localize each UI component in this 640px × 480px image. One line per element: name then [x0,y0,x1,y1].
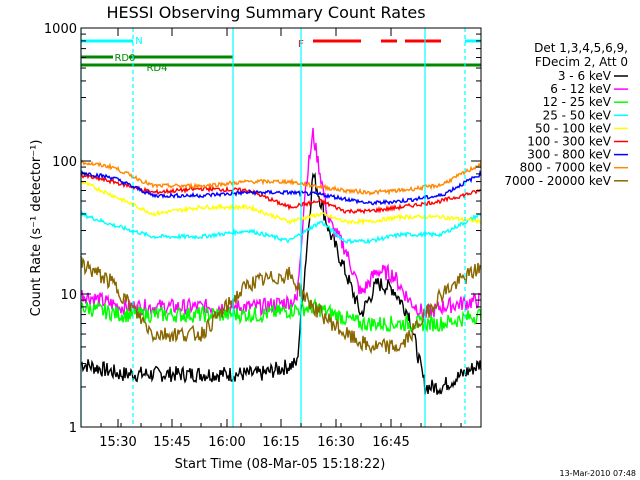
y-tick-label-2: 100 [52,155,77,170]
legend-label-7: 800 - 7000 keV [520,161,612,175]
legend-label-1: 6 - 12 keV [550,82,612,96]
series-line-8 [80,255,482,355]
legend-header-line-2: FDecim 2, Att 0 [535,55,628,69]
legend-header-line-1: Det 1,3,4,5,6,9, [534,41,628,55]
legend-label-8: 7000 - 20000 keV [504,174,611,188]
y-tick-label-1: 10 [60,288,77,303]
x-axis-ticks: 15:30 15:45 16:00 16:15 16:30 16:45 [80,28,482,450]
x-axis-label: Start Time (08-Mar-05 15:18:22) [175,457,386,472]
series-group [80,127,482,395]
generation-timestamp: 13-Mar-2010 07:48 [560,469,637,478]
legend-label-3: 25 - 50 keV [543,108,612,122]
x-tick-label-3: 16:15 [262,435,299,450]
series-line-1 [80,127,482,319]
x-tick-label-0: 15:30 [99,435,136,450]
series-line-7 [80,159,482,196]
flag-bars: NFRD0RD4 [81,36,481,74]
y-axis-label: Count Rate (s⁻¹ detector⁻¹) [29,140,44,317]
legend: Det 1,3,4,5,6,9, FDecim 2, Att 0 3 - 6 k… [504,41,628,188]
vertical-markers [80,28,466,427]
legend-label-4: 50 - 100 keV [535,121,612,135]
flag-label-3: RD4 [146,63,167,74]
legend-label-0: 3 - 6 keV [558,69,612,83]
x-tick-label-1: 15:45 [153,435,190,450]
series-line-5 [80,172,482,215]
series-line-4 [80,179,482,227]
legend-label-2: 12 - 25 keV [543,95,612,109]
legend-label-5: 100 - 300 keV [527,135,611,149]
y-tick-label-3: 1000 [44,22,77,37]
chart-title: HESSI Observing Summary Count Rates [106,3,425,22]
x-tick-label-2: 16:00 [208,435,245,450]
series-line-6 [80,169,482,206]
x-tick-label-4: 16:30 [317,435,354,450]
y-axis-ticks: 1 10 100 1000 [44,22,481,436]
legend-label-6: 300 - 800 keV [527,148,611,162]
flag-label-0: N [135,36,142,47]
series-line-0 [80,171,482,395]
y-tick-label-0: 1 [69,421,77,436]
flag-label-2: RD0 [114,53,135,64]
x-tick-label-5: 16:45 [372,435,409,450]
series-line-3 [80,209,482,245]
